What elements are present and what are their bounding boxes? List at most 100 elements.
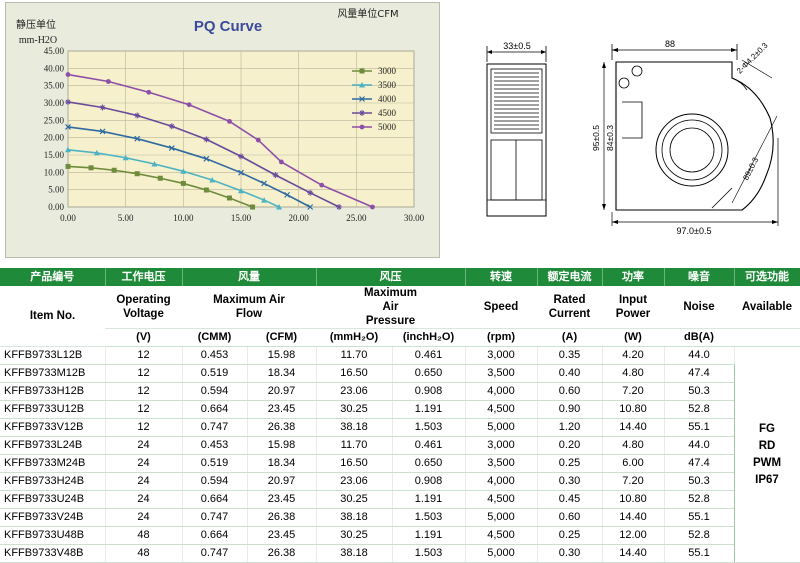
data-point [284, 191, 291, 198]
data-point [272, 172, 279, 179]
table-cell: 55.1 [664, 508, 735, 527]
y-tick-label: 15.00 [44, 150, 65, 160]
data-point [111, 167, 117, 173]
table-cell: 55.1 [664, 544, 735, 563]
table-cell: 4,500 [465, 526, 538, 545]
table-cell: 14.40 [602, 544, 665, 563]
table-cell: 10.80 [602, 490, 665, 509]
data-point [65, 163, 71, 169]
legend-entry: 3500 [352, 80, 397, 90]
top-width-dim: 88 [665, 39, 675, 49]
spec-table-body: KFFB9733L12B 12 0.453 15.98 11.70 0.461 3,000 0… [0, 346, 800, 563]
item-number-cell: KFFB9733U12B [0, 400, 106, 419]
data-point [370, 204, 375, 210]
table-cell: 0.20 [537, 436, 603, 455]
hole-dim: 2-Φ4.2±0.3 [735, 40, 770, 75]
legend-entry: 4500 [352, 108, 397, 118]
table-cell: 24 [105, 472, 183, 491]
data-point [146, 89, 152, 95]
unit-voltage: (V) [105, 328, 182, 347]
data-point [99, 128, 106, 135]
hdr-available: Available [734, 286, 800, 329]
hdr-cn-pressure: 风压 [316, 268, 466, 286]
hdr-cn-speed: 转速 [465, 268, 538, 286]
table-cell: 0.908 [392, 472, 466, 491]
side-view-drawing: 33±0.5 [486, 41, 547, 217]
item-number-cell: KFFB9733U48B [0, 526, 106, 545]
table-cell: 1.503 [392, 508, 466, 527]
table-cell: 48 [105, 526, 183, 545]
table-cell: 23.45 [247, 400, 317, 419]
data-point [151, 161, 158, 167]
table-cell: 4,000 [465, 472, 538, 491]
data-point [278, 159, 284, 165]
table-cell: 52.8 [664, 490, 735, 509]
legend-label: 4000 [378, 94, 397, 104]
data-point [180, 180, 186, 186]
table-cell: 5,000 [465, 418, 538, 437]
item-number-cell: KFFB9733L12B [0, 346, 106, 365]
data-point [307, 189, 314, 196]
table-cell: 1.191 [392, 490, 466, 509]
hdr-pressure: Maximum Air Pressure [316, 286, 465, 329]
table-cell: 1.191 [392, 526, 466, 545]
data-point [261, 197, 268, 203]
table-cell: 1.503 [392, 418, 466, 437]
data-point [65, 98, 71, 105]
data-point [261, 180, 267, 187]
pq-chart: PQ Curve 静压单位 mm-H2O 风量单位CFM 0.00 5.00 10.… [16, 7, 425, 223]
data-point [65, 123, 71, 130]
table-cell: 30.25 [316, 526, 393, 545]
item-number-cell: KFFB9733V48B [0, 544, 106, 563]
y-tick-labels: 0.00 5.00 10.00 15.00 20.00 25.00 30.00 35.00 40… [44, 46, 65, 212]
table-cell: 1.20 [537, 418, 603, 437]
data-point [134, 171, 140, 177]
item-number-cell: KFFB9733M24B [0, 454, 106, 473]
data-point [359, 124, 365, 130]
table-cell: 1.503 [392, 544, 466, 563]
legend-label: 3000 [378, 66, 397, 76]
data-point [168, 145, 175, 151]
data-point [168, 123, 175, 130]
bottom-width-dim: 97.0±0.5 [677, 226, 712, 236]
table-cell: 0.519 [182, 364, 248, 383]
vent-slots [494, 72, 539, 130]
table-row: KFFB9733U12B 12 0.664 23.45 30.25 1.191 4,500 0… [0, 400, 800, 419]
y-tick-label: 0.00 [48, 202, 64, 212]
table-cell: 0.25 [537, 454, 603, 473]
data-point [359, 96, 365, 102]
data-point [203, 136, 210, 143]
table-row: KFFB9733U24B 24 0.664 23.45 30.25 1.191 4,500 0… [0, 490, 800, 509]
table-cell: 3,000 [465, 346, 538, 365]
data-point [307, 204, 314, 210]
table-cell: 0.594 [182, 472, 248, 491]
table-row: KFFB9733M12B 12 0.519 18.34 16.50 0.650 3,500 0… [0, 364, 800, 383]
table-cell: 4,000 [465, 382, 538, 401]
table-cell: 6.00 [602, 454, 665, 473]
table-cell: 20.97 [247, 472, 317, 491]
header-row-en: Item No. Operating Voltage Maximum Air F… [0, 286, 800, 347]
table-cell: 48 [105, 544, 183, 563]
unit-blank [734, 328, 800, 347]
table-cell: 0.650 [392, 364, 466, 383]
series-4500 [65, 98, 343, 210]
table-cell: 24 [105, 436, 183, 455]
unit-amp: (A) [537, 328, 602, 347]
table-row: KFFB9733L24B 24 0.453 15.98 11.70 0.461 3,000 0… [0, 436, 800, 455]
table-row: KFFB9733M24B 24 0.519 18.34 16.50 0.650 3,500 0… [0, 454, 800, 473]
chart-grid [67, 50, 415, 208]
unit-rpm: (rpm) [465, 328, 537, 347]
table-row: KFFB9733H12B 12 0.594 20.97 23.06 0.908 4,000 0… [0, 382, 800, 401]
available-option: IP67 [755, 473, 779, 486]
data-point [359, 82, 365, 88]
y-tick-label: 40.00 [44, 63, 65, 73]
data-point [336, 204, 343, 210]
series-3000 [65, 163, 256, 210]
data-point [250, 204, 256, 210]
table-cell: 24 [105, 508, 183, 527]
table-cell: 15.98 [247, 346, 317, 365]
table-cell: 5,000 [465, 544, 538, 563]
header-row-cn: 产品编号 工作电压 风量 风压 转速 额定电流 功率 噪音 可选功能 [0, 268, 800, 286]
data-point [238, 169, 244, 176]
top-section: PQ Curve 静压单位 mm-H2O 风量单位CFM 0.00 5.00 10.… [0, 0, 800, 268]
